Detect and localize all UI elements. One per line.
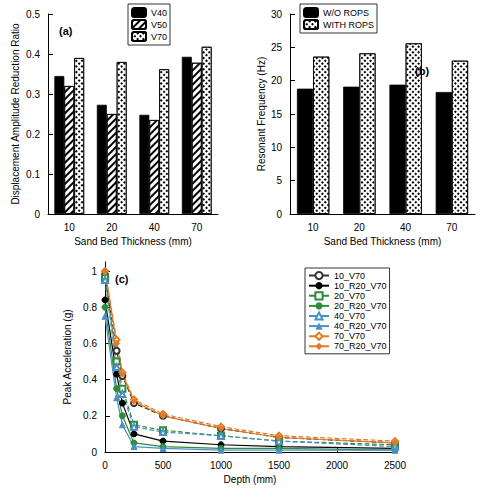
svg-text:10_V70: 10_V70 <box>334 271 365 281</box>
svg-text:20: 20 <box>106 222 118 233</box>
svg-text:2500: 2500 <box>384 460 407 471</box>
svg-text:5: 5 <box>276 175 282 186</box>
svg-text:2000: 2000 <box>326 460 349 471</box>
svg-text:W/O ROPS: W/O ROPS <box>323 8 369 18</box>
svg-text:Depth (mm): Depth (mm) <box>224 474 277 485</box>
svg-text:WITH ROPS: WITH ROPS <box>323 20 374 30</box>
svg-text:Sand Bed Thickness (mm): Sand Bed Thickness (mm) <box>74 236 192 247</box>
svg-text:40_R20_V70: 40_R20_V70 <box>334 321 387 331</box>
svg-text:20: 20 <box>271 75 283 86</box>
svg-text:0.1: 0.1 <box>26 169 40 180</box>
svg-text:0: 0 <box>91 447 97 458</box>
svg-text:1500: 1500 <box>268 460 291 471</box>
svg-text:0.4: 0.4 <box>83 374 97 385</box>
svg-text:0.6: 0.6 <box>83 338 97 349</box>
svg-text:10: 10 <box>64 222 76 233</box>
svg-text:0.3: 0.3 <box>26 89 40 100</box>
svg-text:20_V70: 20_V70 <box>334 291 365 301</box>
svg-text:40: 40 <box>149 222 161 233</box>
svg-text:500: 500 <box>155 460 172 471</box>
svg-text:70_R20_V70: 70_R20_V70 <box>334 341 387 351</box>
svg-text:0.8: 0.8 <box>83 302 97 313</box>
svg-text:(b): (b) <box>415 65 429 77</box>
svg-text:0.2: 0.2 <box>26 129 40 140</box>
svg-text:70: 70 <box>191 222 203 233</box>
svg-text:40: 40 <box>400 222 412 233</box>
svg-text:1: 1 <box>91 266 97 277</box>
svg-text:V70: V70 <box>151 32 167 42</box>
svg-text:70_V70: 70_V70 <box>334 331 365 341</box>
svg-text:(a): (a) <box>59 25 73 37</box>
svg-text:25: 25 <box>271 42 283 53</box>
svg-text:Displacement Amplitude Reducti: Displacement Amplitude Reduction Ratio <box>10 23 21 205</box>
svg-text:Resonant Frequency (Hz): Resonant Frequency (Hz) <box>256 57 267 172</box>
svg-text:10: 10 <box>271 142 283 153</box>
svg-text:15: 15 <box>271 109 283 120</box>
svg-text:0: 0 <box>34 209 40 220</box>
svg-text:0.5: 0.5 <box>26 9 40 20</box>
svg-text:10: 10 <box>308 222 320 233</box>
svg-text:20_R20_V70: 20_R20_V70 <box>334 301 387 311</box>
svg-text:Peak Acceleration (g): Peak Acceleration (g) <box>62 309 73 404</box>
svg-text:30: 30 <box>271 9 283 20</box>
svg-text:40_V70: 40_V70 <box>334 311 365 321</box>
svg-text:V50: V50 <box>151 20 167 30</box>
svg-text:0.2: 0.2 <box>83 410 97 421</box>
svg-text:10_R20_V70: 10_R20_V70 <box>334 281 387 291</box>
svg-text:1000: 1000 <box>210 460 233 471</box>
svg-text:0: 0 <box>102 460 108 471</box>
svg-text:70: 70 <box>446 222 458 233</box>
svg-text:0: 0 <box>276 209 282 220</box>
svg-text:20: 20 <box>354 222 366 233</box>
svg-text:0.4: 0.4 <box>26 49 40 60</box>
svg-text:V40: V40 <box>151 8 167 18</box>
svg-text:(c): (c) <box>115 273 129 285</box>
svg-text:Sand Bed Thickness (mm): Sand Bed Thickness (mm) <box>324 236 442 247</box>
